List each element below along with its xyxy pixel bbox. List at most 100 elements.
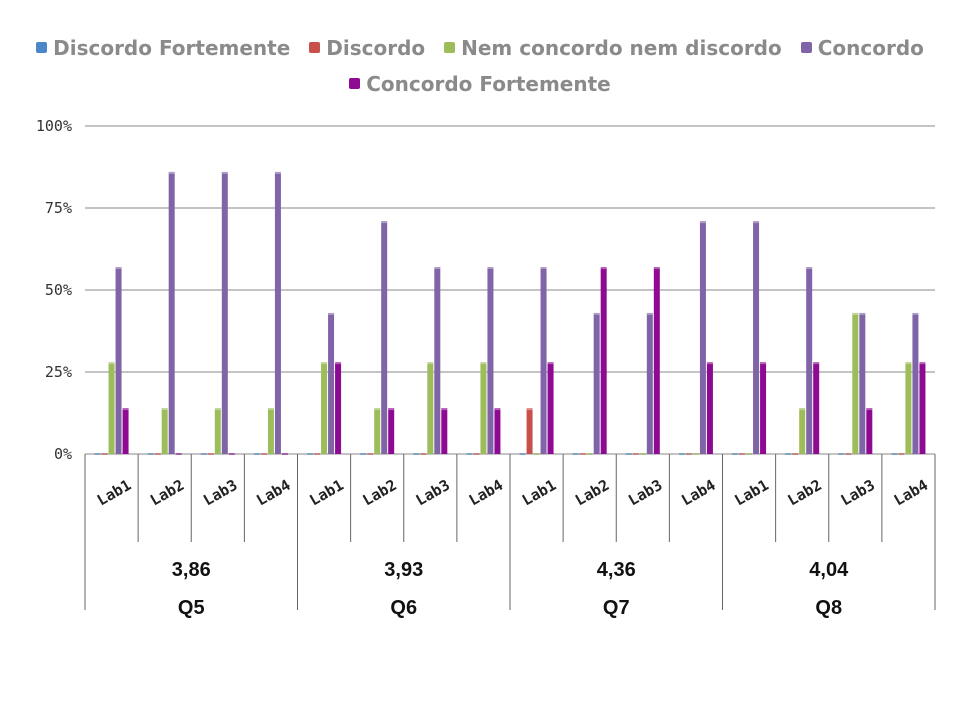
- bar-highlight: [494, 408, 501, 411]
- bar: [533, 453, 540, 455]
- bar: [646, 312, 653, 454]
- bar-highlight: [699, 221, 706, 224]
- bar: [852, 312, 859, 454]
- x-tick-label: Lab4: [466, 476, 506, 510]
- bar-highlight: [441, 408, 448, 411]
- x-tick-label: Lab2: [785, 476, 825, 510]
- bar: [760, 362, 767, 454]
- bar-highlight: [221, 171, 228, 174]
- bar: [321, 362, 328, 454]
- bar: [281, 453, 288, 455]
- bar: [168, 171, 175, 455]
- y-tick-label: 100%: [36, 117, 72, 135]
- bar: [706, 362, 713, 454]
- legend-label: Discordo: [326, 36, 426, 60]
- bar-highlight: [335, 362, 342, 365]
- bar-highlight: [374, 408, 381, 411]
- group-score-label: 4,36: [597, 559, 636, 581]
- legend-swatch: [36, 42, 48, 53]
- bar: [267, 408, 274, 454]
- bar: [228, 453, 235, 455]
- bar: [335, 362, 342, 454]
- bar-highlight: [274, 171, 281, 174]
- bar: [328, 312, 335, 454]
- x-tick-label: Lab2: [572, 476, 612, 510]
- legend-swatch: [800, 42, 812, 53]
- bar: [175, 453, 182, 455]
- x-tick-label: Lab2: [360, 476, 400, 510]
- bar-highlight: [321, 362, 328, 365]
- bar: [147, 453, 154, 455]
- bar-highlight: [388, 408, 395, 411]
- bar: [653, 267, 660, 454]
- bar: [473, 453, 480, 455]
- bar-highlight: [905, 362, 912, 365]
- bar-highlight: [161, 408, 168, 411]
- legend-swatch: [444, 42, 456, 53]
- legend-row-2: Concordo Fortemente: [0, 66, 960, 102]
- y-tick-label: 75%: [45, 199, 72, 217]
- x-tick-label: Lab4: [253, 476, 293, 510]
- bar-highlight: [434, 267, 441, 270]
- bar-highlight: [912, 312, 919, 315]
- bar: [487, 267, 494, 454]
- legend-label: Concordo: [817, 36, 924, 60]
- bar-highlight: [753, 221, 760, 224]
- bar: [274, 171, 281, 455]
- bar-highlight: [427, 362, 434, 365]
- bar-highlight: [866, 408, 873, 411]
- group-score-label: 4,04: [809, 559, 849, 581]
- y-tick-label: 50%: [45, 281, 72, 299]
- bar: [494, 408, 501, 454]
- x-tick-label: Lab3: [838, 476, 878, 510]
- bar: [307, 453, 314, 455]
- y-tick-label: 25%: [45, 363, 72, 381]
- bar-highlight: [593, 312, 600, 315]
- bar-highlight: [168, 171, 175, 174]
- legend-item-concordo-fortemente: Concordo Fortemente: [349, 66, 611, 102]
- bar: [434, 267, 441, 454]
- bar: [746, 453, 753, 455]
- bar: [632, 453, 639, 455]
- bar: [547, 362, 554, 454]
- legend-swatch: [349, 78, 361, 89]
- group-name-label: Q8: [815, 597, 842, 619]
- x-tick-label: Lab1: [306, 476, 346, 510]
- x-tick-label: Lab1: [94, 476, 134, 510]
- bar: [374, 408, 381, 454]
- bar: [108, 362, 115, 454]
- bar: [253, 453, 260, 455]
- bar: [388, 408, 395, 454]
- bar: [586, 453, 593, 455]
- bar-highlight: [108, 362, 115, 365]
- bar: [678, 453, 685, 455]
- bar-highlight: [799, 408, 806, 411]
- bar-highlight: [646, 312, 653, 315]
- bar: [593, 312, 600, 454]
- bar: [806, 267, 813, 454]
- bar: [912, 312, 919, 454]
- x-tick-label: Lab2: [147, 476, 187, 510]
- group-score-label: 3,93: [384, 559, 423, 581]
- bar-highlight: [115, 267, 122, 270]
- bar: [685, 453, 692, 455]
- legend-item-concordo: Concordo: [800, 30, 924, 66]
- legend-item-discordo-fortemente: Discordo Fortemente: [36, 30, 290, 66]
- legend-item-discordo: Discordo: [309, 30, 425, 66]
- x-tick-label: Lab3: [413, 476, 453, 510]
- bar: [639, 453, 646, 455]
- bar-highlight: [267, 408, 274, 411]
- bar: [122, 408, 129, 454]
- bar-highlight: [806, 267, 813, 270]
- bar-highlight: [600, 267, 607, 270]
- bar: [625, 453, 632, 455]
- x-tick-label: Lab1: [519, 476, 559, 510]
- x-tick-label: Lab1: [731, 476, 771, 510]
- bar: [540, 267, 547, 454]
- group-name-label: Q6: [390, 597, 417, 619]
- legend-item-nem-concordo-nem-discordo: Nem concordo nem discordo: [444, 30, 782, 66]
- legend-label: Nem concordo nem discordo: [461, 36, 782, 60]
- chart-legend: Discordo Fortemente Discordo Nem concord…: [0, 30, 960, 102]
- bar: [572, 453, 579, 455]
- bar-highlight: [480, 362, 487, 365]
